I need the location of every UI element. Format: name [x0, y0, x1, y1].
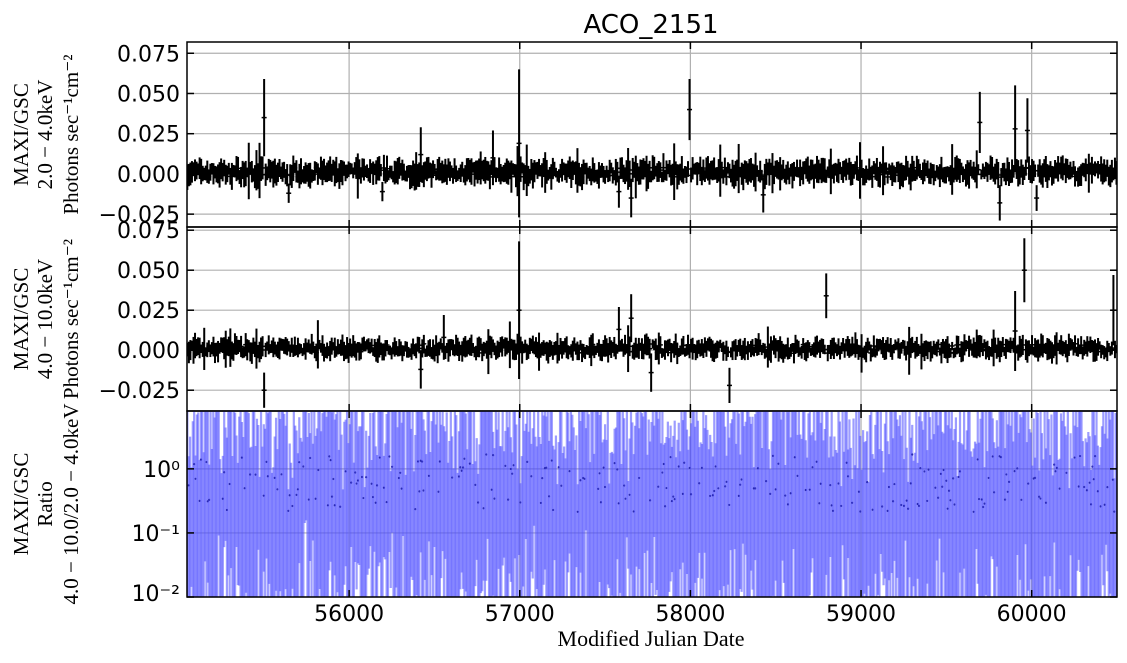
y-axis-label: Ratio [33, 481, 57, 527]
y-axis-label: Photons sec⁻¹cm⁻² [59, 239, 83, 399]
y-axis-label: MAXI/GSC [9, 83, 33, 186]
y-tick-label: 0.000 [117, 163, 180, 188]
y-axis-label: 2.0 − 4.0keV [33, 80, 57, 190]
y-tick-label: 0.025 [117, 123, 180, 148]
x-tick-label: 58000 [655, 602, 725, 627]
data-layer [187, 238, 1117, 408]
y-axis-label: Photons sec⁻¹cm⁻² [59, 54, 83, 214]
ratio-point [911, 453, 914, 456]
y-tick-label: −0.025 [99, 379, 180, 404]
panel-2: −0.025 0.000 0.025 0.050 0.075 MAXI/GSC 4.0 − … [9, 219, 1118, 412]
x-tick-label: 59000 [826, 602, 896, 627]
y-tick-label: 10⁻² [132, 582, 180, 607]
x-tick-label: 60000 [997, 602, 1067, 627]
y-tick-label: 0.000 [117, 339, 180, 364]
x-tick-label: 56000 [314, 602, 384, 627]
panel-1: −0.025 0.000 0.025 0.050 0.075 MAXI/GSC 2.0 − … [9, 41, 1118, 228]
ratio-point [388, 455, 391, 458]
data-layer [187, 411, 1117, 597]
y-tick-label: 10⁻¹ [132, 522, 180, 547]
data-layer [187, 69, 1117, 221]
panel-frame [186, 410, 1118, 598]
y-tick-label: 10⁰ [143, 458, 180, 483]
y-axis-label: MAXI/GSC [9, 268, 33, 371]
y-tick-label: −0.025 [99, 203, 180, 228]
panel-3: 10⁻² 10⁻¹ 10⁰ MAXI/GSC Ratio 4.0 − 10.0/2.0 −… [9, 403, 1118, 627]
y-axis-label: MAXI/GSC [9, 453, 33, 556]
y-axis-label: 4.0 − 10.0keV [33, 259, 57, 379]
y-axis-label: 4.0 − 10.0/2.0 − 4.0keV [59, 403, 83, 604]
y-tick-label: 0.075 [117, 219, 180, 244]
y-tick-label: 0.075 [117, 42, 180, 67]
chart-title: ACO_2151 [583, 10, 718, 40]
panel-frame [186, 41, 1118, 228]
y-tick-label: 0.050 [117, 82, 180, 107]
y-tick-label: 0.025 [117, 299, 180, 324]
y-tick-label: 0.050 [117, 259, 180, 284]
x-axis-label: Modified Julian Date [558, 626, 745, 651]
x-tick-label: 57000 [485, 602, 555, 627]
